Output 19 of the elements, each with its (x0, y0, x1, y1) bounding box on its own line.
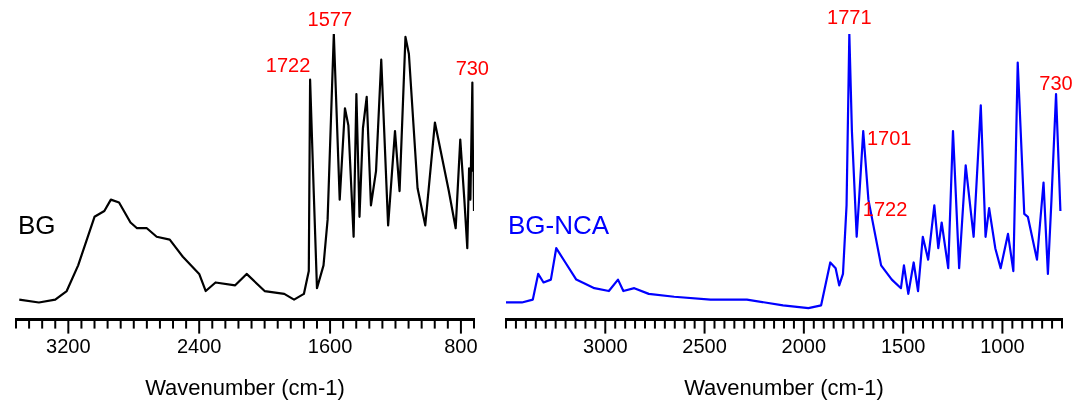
x-tick-label: 2000 (781, 335, 827, 358)
x-tick-label: 2400 (176, 335, 222, 358)
x-tick-label: 3200 (46, 335, 91, 358)
x-tick-label: 2500 (682, 335, 727, 358)
series-label: BG-NCA (508, 209, 610, 240)
x-axis-title: Wavenumber (cm-1) (684, 374, 884, 400)
x-tick-label: 1500 (880, 335, 926, 358)
annotation: 1701 (866, 127, 912, 150)
annotation: 730 (1039, 71, 1073, 94)
series-label: BG (18, 209, 56, 240)
annotation: 1722 (265, 53, 311, 76)
annotation: 1771 (827, 6, 872, 28)
x-tick-label: 800 (444, 335, 478, 358)
annotation: 1577 (307, 8, 353, 30)
x-tick-label: 1000 (980, 335, 1025, 358)
x-tick-label: 1600 (307, 335, 353, 358)
x-tick-label: 3000 (583, 335, 628, 358)
annotation: 730 (455, 56, 489, 79)
x-axis-title: Wavenumber (cm-1) (145, 374, 345, 400)
